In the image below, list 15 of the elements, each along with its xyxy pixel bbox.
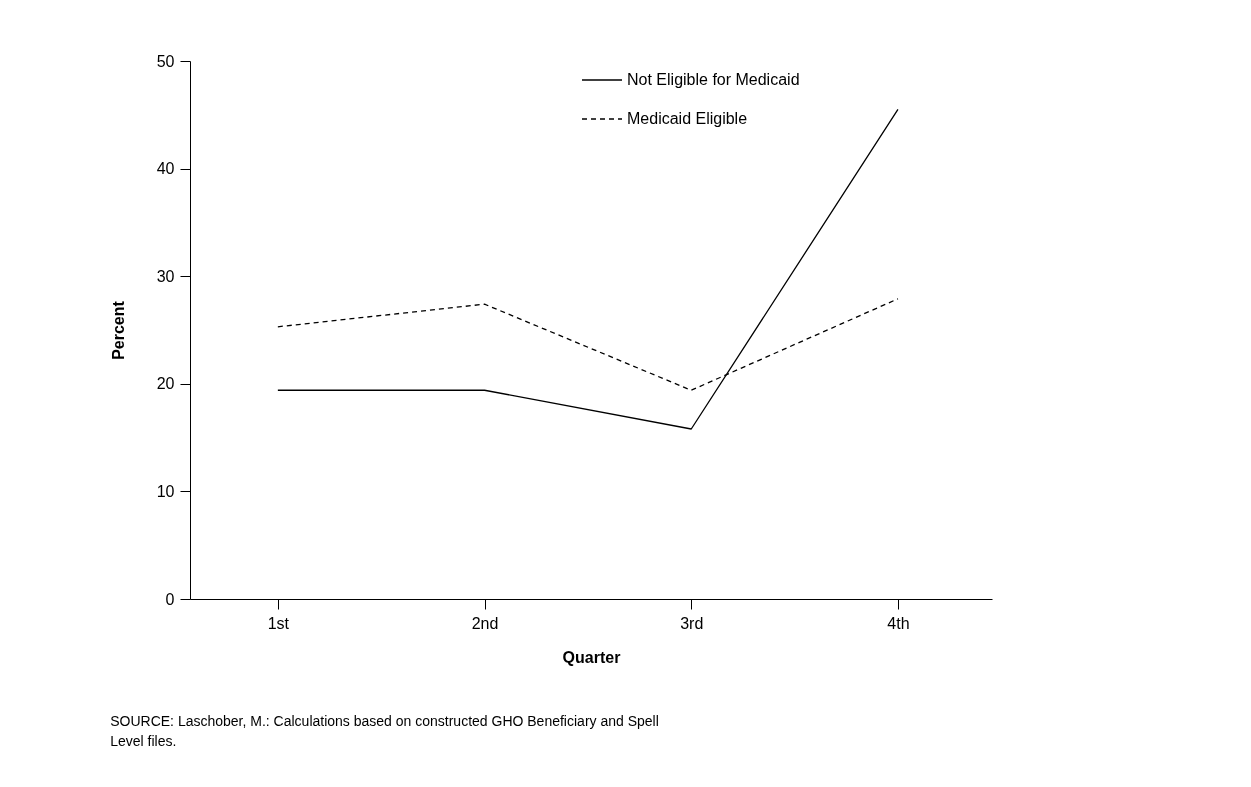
y-tick-label: 0 [165,590,175,608]
legend-label: Not Eligible for Medicaid [627,71,800,88]
x-tick-label: 1st [267,614,290,632]
x-tick-label: 4th [887,614,910,632]
x-tick-label: 2nd [471,614,499,632]
y-tick-label: 10 [156,482,175,500]
y-tick-label: 50 [156,52,175,70]
x-axis-title: Quarter [562,648,621,666]
source-note: SOURCE: Laschober, M.: Calculations based on constructed GHO Beneficiary and Spell Level files. [110,713,659,749]
legend-label: Medicaid Eligible [627,110,748,127]
y-tick-label: 40 [156,160,175,178]
x-tick-label: 3rd [680,614,704,632]
y-tick-label: 20 [156,375,175,393]
y-tick-label: 30 [156,267,175,285]
y-axis-title: Percent [109,300,127,360]
